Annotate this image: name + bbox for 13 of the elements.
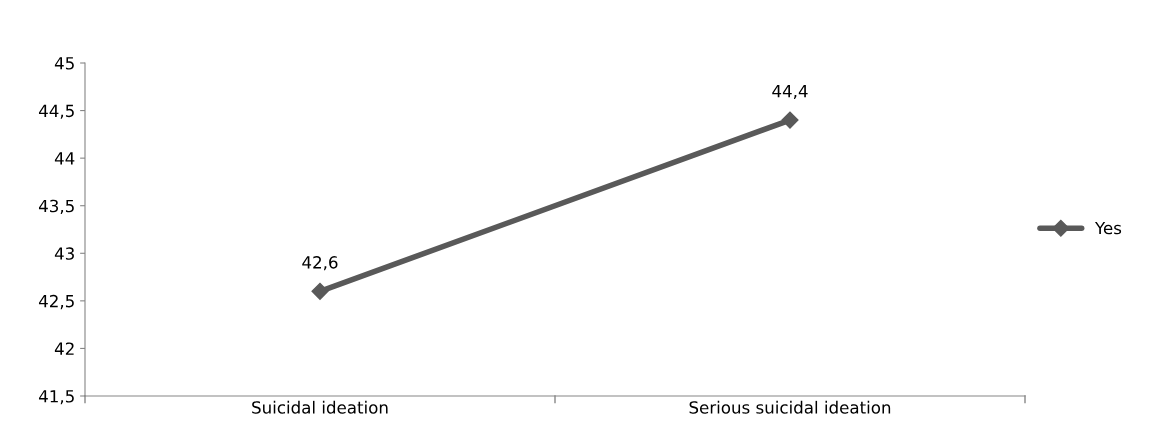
x-tick-label: Suicidal ideation [252,400,388,414]
x-tick-label: Serious suicidal ideation [689,400,891,414]
legend-label: Yes [1094,221,1122,235]
y-tick-label: 41,5 [38,390,74,405]
data-label: 44,4 [772,85,808,100]
y-tick-label: 43 [54,247,74,260]
y-tick-label: 44,5 [38,104,74,119]
y-tick-label: 42,5 [38,294,74,310]
y-tick-label: 44 [54,152,75,165]
y-tick-label: 45 [54,57,74,70]
data-label: 42,6 [302,256,338,271]
y-tick-label: 42 [54,342,74,355]
y-tick-label: 43,5 [38,199,74,214]
